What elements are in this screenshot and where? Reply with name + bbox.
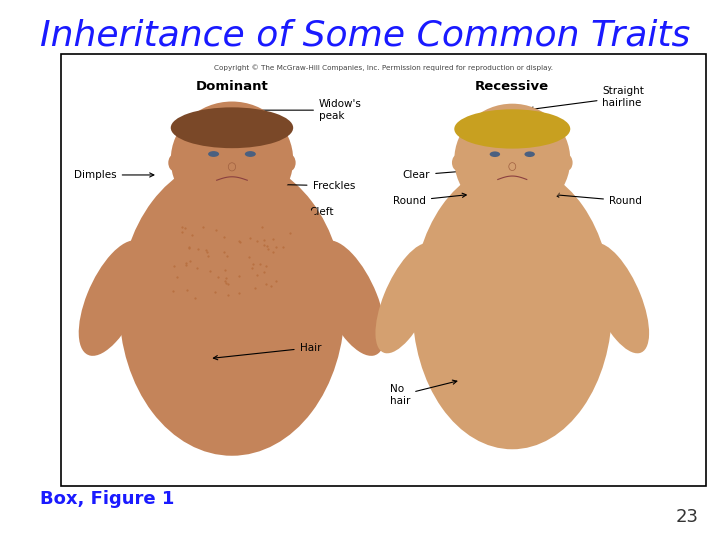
FancyBboxPatch shape (490, 201, 535, 231)
Ellipse shape (171, 102, 293, 218)
Text: Cleft: Cleft (230, 206, 334, 217)
Text: Recessive: Recessive (475, 80, 549, 93)
Text: Clear: Clear (402, 169, 467, 180)
Text: Copyright © The McGraw-Hill Companies, Inc. Permission required for reproduction: Copyright © The McGraw-Hill Companies, I… (214, 65, 553, 71)
Text: Dimples: Dimples (74, 170, 154, 180)
Text: Round: Round (555, 193, 642, 206)
Text: Box, Figure 1: Box, Figure 1 (40, 490, 174, 508)
Ellipse shape (315, 240, 385, 356)
Ellipse shape (245, 151, 256, 157)
Text: Widow's
peak: Widow's peak (249, 99, 362, 121)
Text: Straight
hairline: Straight hairline (529, 86, 644, 111)
Ellipse shape (562, 155, 572, 171)
Ellipse shape (509, 163, 516, 171)
Ellipse shape (208, 151, 219, 157)
Ellipse shape (284, 154, 296, 171)
Ellipse shape (171, 107, 293, 148)
Ellipse shape (78, 240, 148, 356)
Ellipse shape (490, 151, 500, 157)
Text: Hair: Hair (213, 343, 321, 360)
Ellipse shape (524, 151, 535, 157)
Bar (61, 54, 706, 486)
FancyBboxPatch shape (210, 203, 255, 233)
Text: Freckles: Freckles (239, 181, 355, 191)
Text: Round: Round (393, 193, 467, 206)
Ellipse shape (454, 104, 570, 216)
Ellipse shape (413, 164, 612, 449)
Ellipse shape (228, 163, 235, 171)
Text: Dominant: Dominant (196, 80, 269, 93)
Text: No
hair: No hair (390, 380, 456, 406)
Ellipse shape (168, 154, 179, 171)
Ellipse shape (452, 155, 462, 171)
Polygon shape (142, 195, 322, 225)
Ellipse shape (120, 158, 345, 456)
Text: 23: 23 (675, 509, 698, 526)
Ellipse shape (454, 109, 570, 148)
Ellipse shape (585, 243, 649, 353)
Polygon shape (433, 200, 592, 228)
Ellipse shape (375, 243, 439, 353)
Text: Inheritance of Some Common Traits: Inheritance of Some Common Traits (40, 19, 690, 53)
